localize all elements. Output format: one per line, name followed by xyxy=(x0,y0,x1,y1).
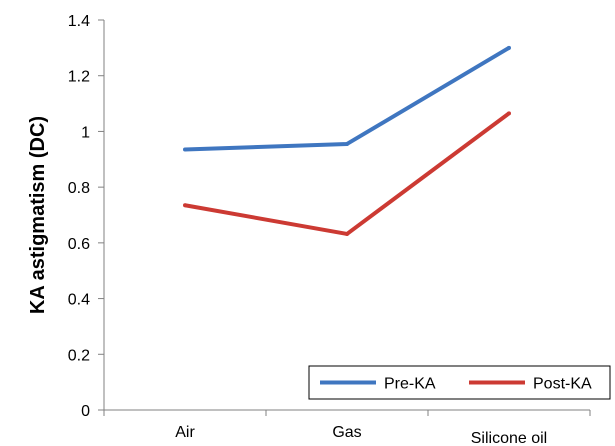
x-category-label: Gas xyxy=(332,424,361,441)
y-tick-label: 1.4 xyxy=(68,13,90,30)
axes-group xyxy=(103,20,590,411)
x-ticks-group: Air Gas Silicone oil xyxy=(103,410,591,446)
y-tick-label: 0.2 xyxy=(68,347,90,364)
x-category-label: Silicone oil xyxy=(471,430,547,446)
y-tick-label: 0.8 xyxy=(68,180,90,197)
series-group xyxy=(183,45,511,236)
series-line-post-ka xyxy=(184,111,511,236)
y-axis-title: KA astigmatism (DC) xyxy=(27,116,49,314)
legend-label: Pre-KA xyxy=(384,376,436,393)
y-tick-label: 0.6 xyxy=(68,236,90,253)
data-point xyxy=(183,203,187,208)
y-tick-label: 0 xyxy=(81,403,90,420)
data-point xyxy=(345,141,349,146)
y-tick-label: 1.2 xyxy=(68,69,90,86)
y-tick-label: 0.4 xyxy=(68,292,90,309)
data-point xyxy=(507,111,511,116)
data-point xyxy=(183,147,187,152)
data-point xyxy=(507,45,511,50)
x-category-label: Air xyxy=(175,424,195,441)
y-tick-label: 1 xyxy=(81,124,90,141)
legend-label: Post-KA xyxy=(533,376,592,393)
data-point xyxy=(345,231,349,236)
legend: Pre-KA Post-KA xyxy=(308,365,611,400)
y-ticks-group: 0 0.2 0.4 0.6 0.8 1 1.2 1.4 xyxy=(68,13,104,420)
series-line-pre-ka xyxy=(184,46,511,152)
